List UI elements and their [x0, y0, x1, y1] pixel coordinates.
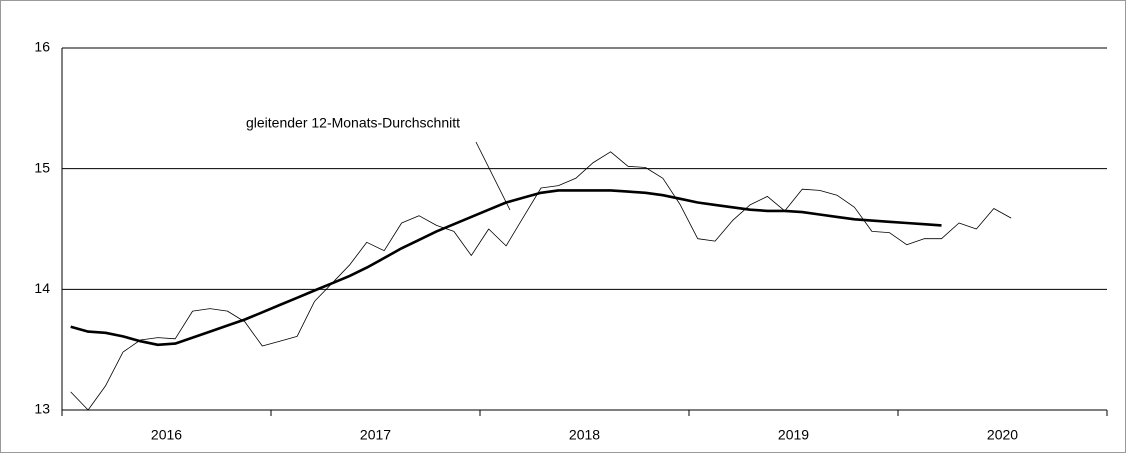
x-tick-label: 2019 [778, 427, 809, 443]
annotation: gleitender 12-Monats-Durchschnitt [246, 115, 460, 131]
series-line [70, 151, 1012, 411]
y-tick-label: 15 [34, 159, 50, 175]
x-tick-label: 2016 [151, 427, 182, 443]
y-tick-label: 13 [34, 401, 50, 417]
y-tick-label: 16 [34, 39, 50, 55]
y-tick-label: 14 [34, 280, 50, 296]
annotation-leader [475, 141, 511, 211]
x-tick-label: 2020 [987, 427, 1018, 443]
x-tick-label: 2017 [360, 427, 391, 443]
series-line [70, 189, 942, 347]
x-tick-label: 2018 [569, 427, 600, 443]
